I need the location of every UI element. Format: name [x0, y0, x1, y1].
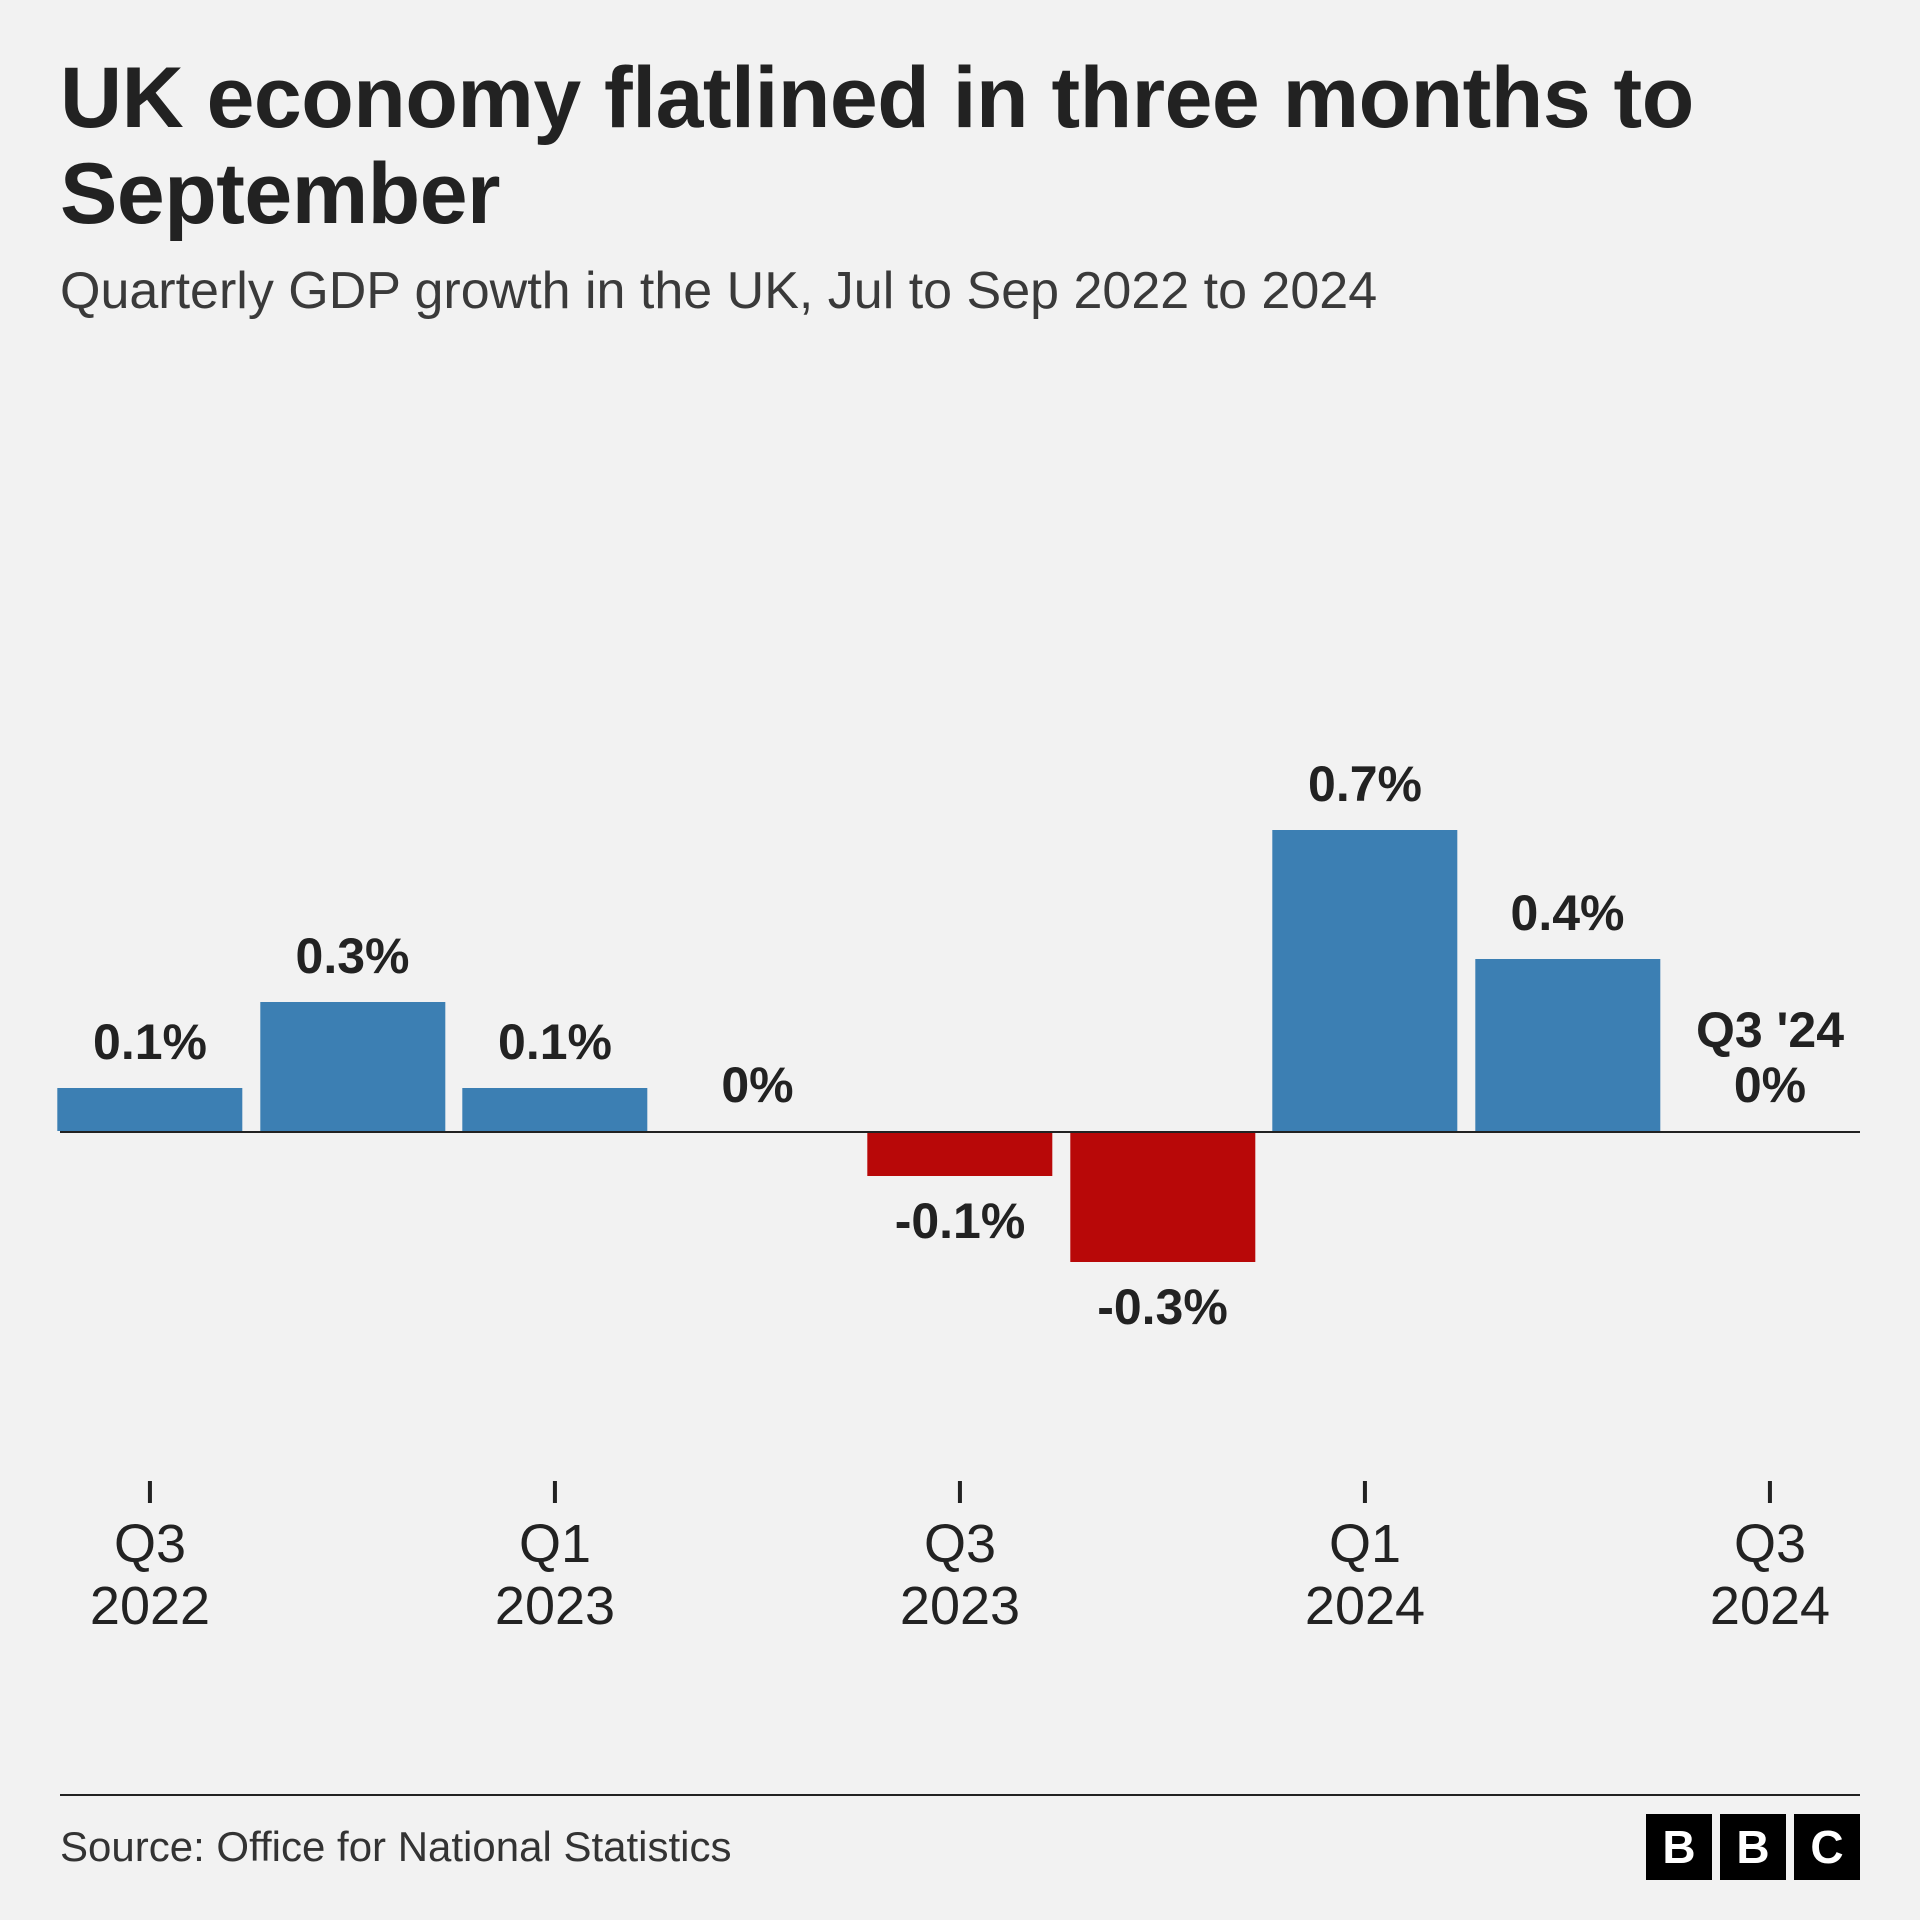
bar-0 [57, 1088, 242, 1131]
bbc-letter-2: C [1794, 1814, 1860, 1880]
xtick-4: Q32024 [1710, 1481, 1830, 1637]
bar-label-8: Q3 '240% [1696, 1003, 1844, 1113]
bar-label-5: -0.3% [1097, 1280, 1228, 1335]
bbc-letter-0: B [1646, 1814, 1712, 1880]
bar-label-6: 0.7% [1308, 757, 1422, 812]
bar-label-3: 0% [721, 1058, 793, 1113]
chart-area: 0.1% 0.3% 0.1% 0% -0.1% -0.3% 0.7% 0.4% Q3 '240%… [60, 361, 1860, 1641]
bar-6 [1272, 830, 1457, 1131]
tick-mark [148, 1481, 152, 1503]
tick-year: 2024 [1305, 1575, 1425, 1637]
tick-mark [1768, 1481, 1772, 1503]
tick-year: 2023 [900, 1575, 1020, 1637]
bar-label-7: 0.4% [1511, 886, 1625, 941]
tick-quarter: Q3 [900, 1513, 1020, 1575]
bar-2 [462, 1088, 647, 1131]
tick-quarter: Q1 [495, 1513, 615, 1575]
bar-label-2: 0.1% [498, 1015, 612, 1070]
chart-subtitle: Quarterly GDP growth in the UK, Jul to S… [60, 261, 1860, 321]
bar-7 [1475, 959, 1660, 1131]
bar-label-1: 0.3% [296, 929, 410, 984]
tick-quarter: Q3 [1710, 1513, 1830, 1575]
tick-mark [958, 1481, 962, 1503]
tick-year: 2024 [1710, 1575, 1830, 1637]
tick-mark [1363, 1481, 1367, 1503]
xtick-1: Q12023 [495, 1481, 615, 1637]
xtick-3: Q12024 [1305, 1481, 1425, 1637]
footer: Source: Office for National Statistics B… [60, 1794, 1860, 1880]
bbc-logo: BBC [1646, 1814, 1860, 1880]
xtick-0: Q32022 [90, 1481, 210, 1637]
tick-quarter: Q3 [90, 1513, 210, 1575]
tick-year: 2022 [90, 1575, 210, 1637]
chart-title: UK economy flatlined in three months to … [60, 50, 1860, 243]
xtick-2: Q32023 [900, 1481, 1020, 1637]
x-axis: Q32022Q12023Q32023Q12024Q32024 [60, 1481, 1860, 1641]
bar-5 [1070, 1133, 1255, 1262]
tick-mark [553, 1481, 557, 1503]
source-text: Source: Office for National Statistics [60, 1823, 732, 1871]
bar-4 [867, 1133, 1052, 1176]
bbc-letter-1: B [1720, 1814, 1786, 1880]
tick-year: 2023 [495, 1575, 615, 1637]
bar-label-4: -0.1% [895, 1194, 1026, 1249]
plot-region: 0.1% 0.3% 0.1% 0% -0.1% -0.3% 0.7% 0.4% Q3 '240% [60, 361, 1860, 1481]
bar-1 [260, 1002, 445, 1131]
bar-label-0: 0.1% [93, 1015, 207, 1070]
tick-quarter: Q1 [1305, 1513, 1425, 1575]
